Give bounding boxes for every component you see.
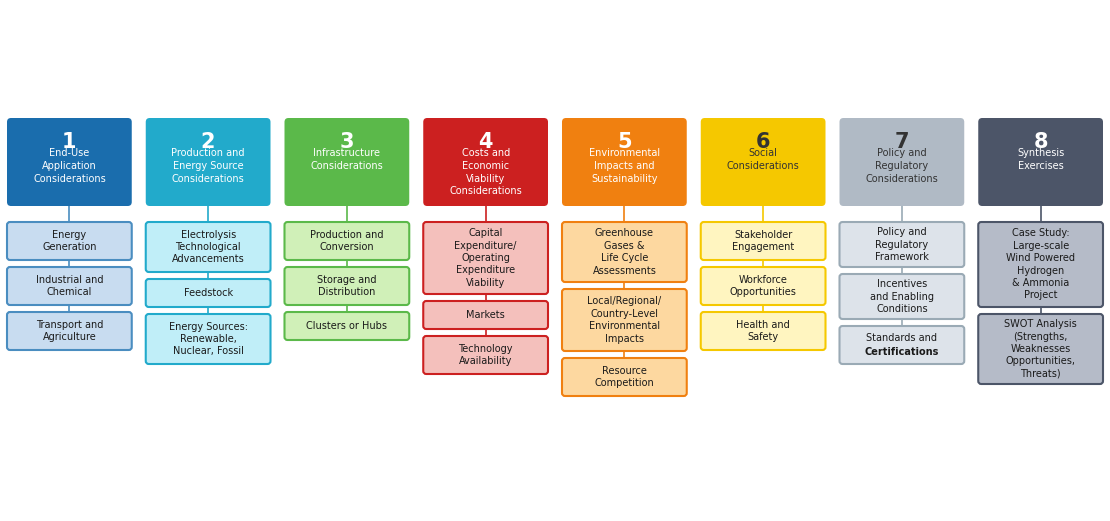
Text: 1: 1 (62, 132, 77, 152)
Text: 4: 4 (478, 132, 493, 152)
Text: 2: 2 (201, 132, 215, 152)
Text: Costs and
Economic
Viability
Considerations: Costs and Economic Viability Considerati… (450, 148, 522, 196)
Text: Social
Considerations: Social Considerations (727, 148, 799, 171)
Text: Workforce
Opportunities: Workforce Opportunities (729, 275, 797, 297)
FancyBboxPatch shape (700, 222, 826, 260)
Text: Electrolysis
Technological
Advancements: Electrolysis Technological Advancements (172, 230, 244, 264)
Text: Feedstock: Feedstock (183, 288, 233, 298)
FancyBboxPatch shape (839, 222, 965, 267)
Text: 8: 8 (1033, 132, 1048, 152)
Text: Capital
Expenditure/
Operating
Expenditure
Viability: Capital Expenditure/ Operating Expenditu… (454, 228, 517, 288)
Text: Local/Regional/
Country-Level
Environmental
Impacts: Local/Regional/ Country-Level Environmen… (587, 296, 662, 344)
FancyBboxPatch shape (284, 267, 410, 305)
FancyBboxPatch shape (839, 274, 965, 319)
FancyBboxPatch shape (423, 336, 548, 374)
Text: Case Study:
Large-scale
Wind Powered
Hydrogen
& Ammonia
Project: Case Study: Large-scale Wind Powered Hyd… (1006, 229, 1076, 301)
Text: End-Use
Application
Considerations: End-Use Application Considerations (33, 148, 105, 183)
Text: 6: 6 (756, 132, 770, 152)
FancyBboxPatch shape (7, 267, 132, 305)
Text: Storage and
Distribution: Storage and Distribution (317, 275, 376, 297)
Text: Resource
Competition: Resource Competition (595, 366, 654, 388)
FancyBboxPatch shape (7, 312, 132, 350)
Text: Environmental
Impacts and
Sustainability: Environmental Impacts and Sustainability (588, 148, 660, 183)
FancyBboxPatch shape (700, 118, 826, 206)
Text: Standards and: Standards and (867, 333, 937, 343)
Text: Transport and
Agriculture: Transport and Agriculture (36, 320, 103, 342)
Text: Clusters or Hubs: Clusters or Hubs (306, 321, 387, 331)
Text: Incentives
and Enabling
Conditions: Incentives and Enabling Conditions (870, 279, 934, 314)
Text: Greenhouse
Gases &
Life Cycle
Assessments: Greenhouse Gases & Life Cycle Assessment… (593, 228, 656, 276)
FancyBboxPatch shape (423, 222, 548, 294)
Text: Markets: Markets (466, 310, 505, 320)
Text: Stakeholder
Engagement: Stakeholder Engagement (731, 230, 795, 252)
Text: Energy Sources:
Renewable,
Nuclear, Fossil: Energy Sources: Renewable, Nuclear, Foss… (169, 321, 248, 356)
Text: Production and
Conversion: Production and Conversion (310, 230, 384, 252)
FancyBboxPatch shape (7, 222, 132, 260)
FancyBboxPatch shape (284, 118, 410, 206)
FancyBboxPatch shape (978, 118, 1103, 206)
Text: Technology
Availability: Technology Availability (458, 344, 513, 366)
FancyBboxPatch shape (700, 267, 826, 305)
FancyBboxPatch shape (562, 222, 687, 282)
Text: 3: 3 (340, 132, 354, 152)
Text: Policy and
Regulatory
Considerations: Policy and Regulatory Considerations (866, 148, 938, 183)
FancyBboxPatch shape (978, 314, 1103, 384)
FancyBboxPatch shape (145, 279, 271, 307)
Text: Health and
Safety: Health and Safety (736, 320, 790, 342)
FancyBboxPatch shape (423, 118, 548, 206)
Text: Synthesis
Exercises: Synthesis Exercises (1017, 148, 1064, 171)
FancyBboxPatch shape (423, 301, 548, 329)
FancyBboxPatch shape (284, 312, 410, 340)
FancyBboxPatch shape (839, 326, 965, 364)
FancyBboxPatch shape (562, 118, 687, 206)
FancyBboxPatch shape (284, 222, 410, 260)
Text: Certifications: Certifications (865, 347, 939, 357)
Text: SWOT Analysis
(Strengths,
Weaknesses
Opportunities,
Threats): SWOT Analysis (Strengths, Weaknesses Opp… (1005, 319, 1077, 379)
FancyBboxPatch shape (7, 118, 132, 206)
Text: Production and
Energy Source
Considerations: Production and Energy Source Considerati… (171, 148, 245, 183)
Text: Energy
Generation: Energy Generation (42, 230, 97, 252)
FancyBboxPatch shape (839, 118, 965, 206)
Text: Policy and
Regulatory
Framework: Policy and Regulatory Framework (875, 227, 929, 262)
FancyBboxPatch shape (978, 222, 1103, 307)
FancyBboxPatch shape (700, 312, 826, 350)
FancyBboxPatch shape (145, 314, 271, 364)
Text: 7: 7 (895, 132, 909, 152)
FancyBboxPatch shape (145, 222, 271, 272)
FancyBboxPatch shape (562, 358, 687, 396)
Text: 5: 5 (617, 132, 632, 152)
FancyBboxPatch shape (562, 289, 687, 351)
Text: Industrial and
Chemical: Industrial and Chemical (36, 275, 103, 297)
FancyBboxPatch shape (145, 118, 271, 206)
Text: Infrastructure
Considerations: Infrastructure Considerations (311, 148, 383, 171)
